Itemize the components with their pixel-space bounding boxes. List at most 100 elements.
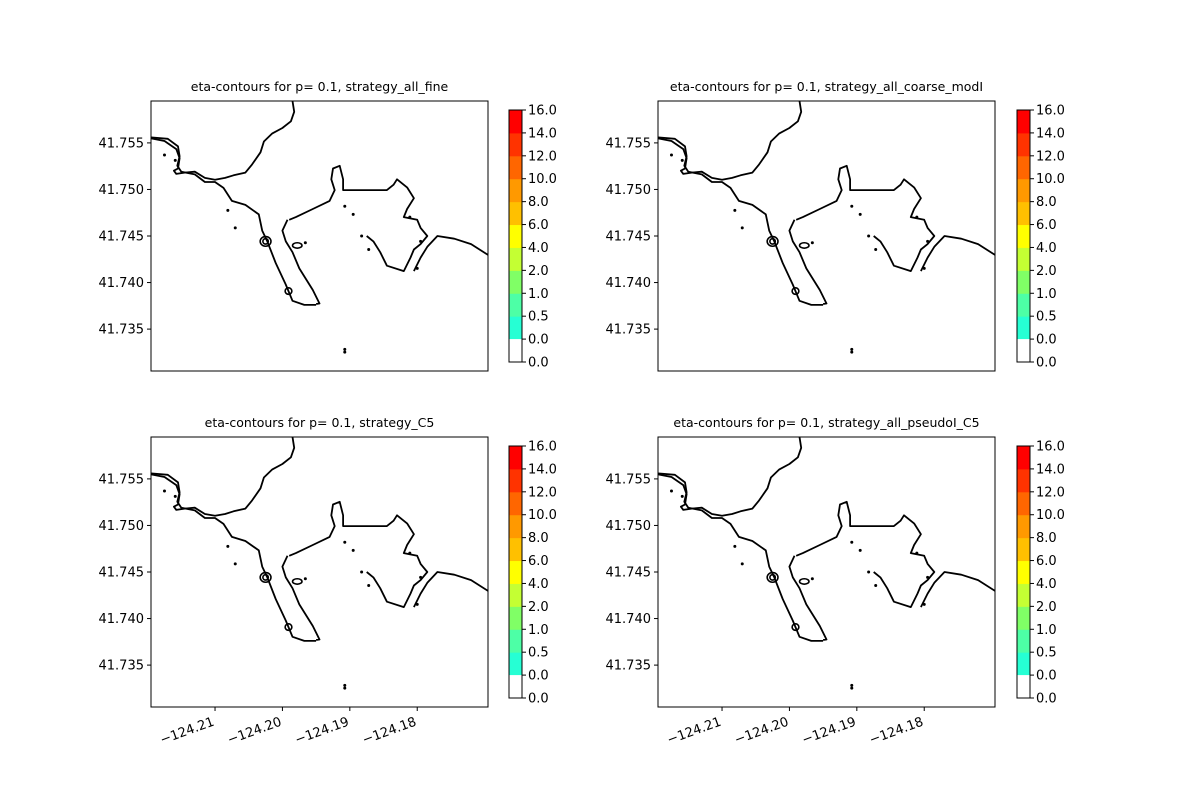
contour-dot bbox=[850, 350, 854, 354]
colorbar-tick-label: 10.0 bbox=[528, 172, 557, 187]
colorbar-band bbox=[509, 468, 522, 493]
colorbar-tick-label: 6.0 bbox=[1036, 554, 1057, 569]
contour-dot bbox=[419, 575, 423, 579]
contour-line bbox=[288, 164, 429, 272]
x-tick-label: −124.20 bbox=[226, 715, 284, 748]
contour-line bbox=[151, 136, 317, 306]
colorbar-tick-label: 12.0 bbox=[528, 485, 557, 500]
contour-dot bbox=[343, 204, 347, 208]
colorbar-tick-label: 1.0 bbox=[1036, 287, 1057, 302]
colorbar-tick-label: 4.0 bbox=[1036, 577, 1057, 592]
colorbar-tick-label: 0.0 bbox=[1036, 333, 1057, 348]
colorbar-band bbox=[1017, 560, 1030, 584]
colorbar-frame bbox=[508, 109, 523, 363]
y-tick-label: 41.745 bbox=[99, 566, 145, 581]
colorbar-tick-label: 2.0 bbox=[1036, 600, 1057, 615]
colorbar-tick-label: 0.0 bbox=[528, 692, 549, 707]
colorbar-tick-label: 4.0 bbox=[528, 577, 549, 592]
colorbar-band bbox=[509, 537, 522, 562]
colorbar-band bbox=[509, 110, 522, 134]
x-tick-label: −124.21 bbox=[665, 715, 723, 748]
colorbar-band bbox=[1017, 446, 1030, 470]
contour-line bbox=[151, 472, 317, 642]
colorbar: 0.0 0.0 0.5 1.0 2.0 4.0 6.0 8.0 10.0 12.0 14.0 16.0 bbox=[508, 104, 557, 371]
contour-dot bbox=[915, 215, 919, 219]
contour-dot bbox=[810, 241, 814, 245]
contour-dot bbox=[173, 494, 177, 498]
contour-dot bbox=[162, 489, 166, 493]
y-tick-label: 41.745 bbox=[606, 230, 652, 245]
contour-line bbox=[413, 235, 488, 272]
colorbar: 0.0 0.0 0.5 1.0 2.0 4.0 6.0 8.0 10.0 12.0 14.0 16.0 bbox=[1016, 104, 1065, 371]
x-tick-label: −124.18 bbox=[867, 715, 925, 748]
contour-dot bbox=[915, 551, 919, 555]
colorbar-band-empty bbox=[509, 675, 522, 698]
colorbar-band bbox=[1017, 132, 1030, 157]
colorbar-tick-label: 14.0 bbox=[528, 462, 557, 477]
y-tick-label: 41.740 bbox=[606, 276, 652, 291]
colorbar-band bbox=[1017, 652, 1030, 676]
contour-dot bbox=[343, 686, 347, 690]
colorbar-tick-label: 1.0 bbox=[1036, 623, 1057, 638]
colorbar-band bbox=[509, 132, 522, 157]
colorbar-frame bbox=[1016, 445, 1031, 699]
y-tick-label: 41.750 bbox=[99, 183, 145, 198]
colorbar: 0.0 0.0 0.5 1.0 2.0 4.0 6.0 8.0 10.0 12.0 14.0 16.0 bbox=[1016, 440, 1065, 707]
contour-dot bbox=[303, 577, 307, 581]
colorbar-band bbox=[1017, 537, 1030, 562]
colorbar-band bbox=[509, 178, 522, 203]
contour-dot bbox=[343, 350, 347, 354]
colorbar-band bbox=[509, 652, 522, 676]
colorbar-tick-label: 2.0 bbox=[528, 264, 549, 279]
axes-frame bbox=[657, 100, 996, 372]
colorbar-tick-label: 4.0 bbox=[528, 241, 549, 256]
contour-dot bbox=[233, 562, 237, 566]
colorbar-band bbox=[509, 446, 522, 470]
colorbar-band bbox=[1017, 468, 1030, 493]
contour-dot bbox=[360, 234, 364, 238]
colorbar-frame bbox=[1016, 109, 1031, 363]
contour-island bbox=[798, 241, 810, 249]
contour-dot bbox=[850, 347, 854, 351]
contour-dot bbox=[226, 208, 230, 212]
y-tick-label: 41.735 bbox=[99, 659, 145, 674]
colorbar-band-empty bbox=[509, 339, 522, 362]
contour-dot bbox=[850, 540, 854, 544]
y-tick-label: 41.750 bbox=[99, 519, 145, 534]
colorbar-tick-label: 14.0 bbox=[528, 126, 557, 141]
colorbar-band bbox=[1017, 155, 1030, 180]
contour-line bbox=[920, 571, 995, 608]
contour-dot bbox=[408, 215, 412, 219]
colorbar-tick-label: 16.0 bbox=[528, 440, 557, 455]
colorbar-tick-label: 2.0 bbox=[528, 600, 549, 615]
colorbar-tick-label: 12.0 bbox=[1036, 149, 1065, 164]
colorbar-band bbox=[1017, 606, 1030, 630]
contour-island bbox=[791, 287, 800, 296]
contour-dot bbox=[226, 544, 230, 548]
contour-dot bbox=[858, 548, 862, 552]
colorbar-tick-label: 0.5 bbox=[1036, 646, 1057, 661]
colorbar: 0.0 0.0 0.5 1.0 2.0 4.0 6.0 8.0 10.0 12.0 14.0 16.0 bbox=[508, 440, 557, 707]
contour-dot bbox=[733, 208, 737, 212]
coastline-contours bbox=[658, 101, 995, 354]
colorbar-band bbox=[509, 155, 522, 180]
y-tick-label: 41.740 bbox=[99, 612, 145, 627]
colorbar-band bbox=[1017, 583, 1030, 607]
colorbar-band bbox=[1017, 201, 1030, 226]
colorbar-tick-label: 8.0 bbox=[528, 195, 549, 210]
contour-dot bbox=[922, 602, 926, 606]
coastline-contours bbox=[658, 437, 995, 690]
contour-dot bbox=[360, 570, 364, 574]
colorbar-tick-label: 12.0 bbox=[528, 149, 557, 164]
colorbar-band bbox=[509, 560, 522, 584]
colorbar-band bbox=[509, 270, 522, 294]
contour-island bbox=[798, 577, 810, 585]
colorbar-tick-label: 0.5 bbox=[528, 646, 549, 661]
colorbar-tick-label: 2.0 bbox=[1036, 264, 1057, 279]
colorbar-frame bbox=[508, 445, 523, 699]
colorbar-tick-label: 6.0 bbox=[528, 554, 549, 569]
contour-dot bbox=[874, 248, 878, 251]
contour-dot bbox=[858, 212, 862, 216]
contour-line bbox=[795, 164, 936, 272]
contour-dot bbox=[415, 602, 419, 606]
